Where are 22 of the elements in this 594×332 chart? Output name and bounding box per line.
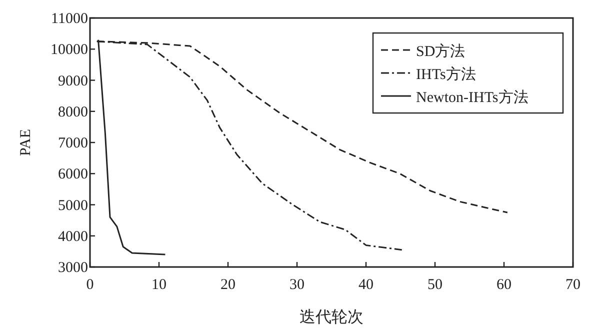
y-tick-label: 4000 [58, 228, 88, 245]
y-tick-label: 11000 [51, 11, 88, 27]
y-tick-label: 8000 [58, 104, 88, 120]
x-tick-label: 60 [496, 277, 512, 293]
y-tick-label: 10000 [50, 42, 88, 58]
legend-label: Newton-IHTs方法 [416, 89, 528, 106]
x-tick-label: 70 [566, 277, 580, 293]
x-tick-label: 40 [358, 277, 374, 293]
y-tick-label: 3000 [58, 260, 88, 276]
y-tick-label: 9000 [58, 73, 88, 90]
x-tick-label: 20 [220, 277, 236, 293]
legend-label: SD方法 [416, 43, 466, 60]
y-axis-title: PAE [18, 129, 34, 156]
x-tick-label: 10 [152, 277, 166, 293]
y-tick-label: 7000 [58, 136, 88, 152]
x-tick-label: 50 [428, 277, 442, 293]
legend-label: IHTs方法 [416, 66, 476, 83]
y-tick-label: 6000 [58, 166, 88, 183]
x-tick-label: 30 [290, 277, 304, 293]
x-axis-title: 迭代轮次 [300, 308, 364, 326]
y-tick-label: 5000 [58, 198, 88, 214]
x-tick-label: 0 [86, 277, 94, 293]
